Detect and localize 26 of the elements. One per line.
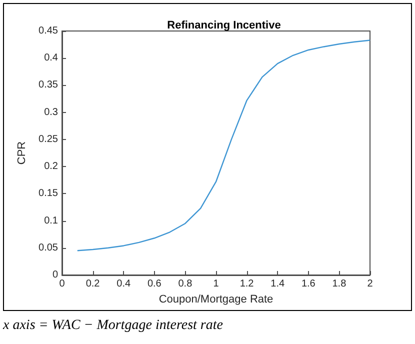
x-axis-title: Coupon/Mortgage Rate bbox=[158, 293, 274, 306]
y-tick-label: 0.05 bbox=[38, 242, 58, 254]
line-series bbox=[76, 40, 371, 252]
y-tick-label: 0.3 bbox=[44, 106, 58, 118]
x-tick-label: 0.2 bbox=[86, 278, 100, 290]
x-tick-label: 1.8 bbox=[332, 278, 347, 290]
x-tick-label: 1.2 bbox=[240, 278, 254, 290]
x-tick-label: 1.6 bbox=[301, 278, 316, 290]
y-tick-label: 0.25 bbox=[38, 134, 58, 145]
y-tick-label: 0.4 bbox=[44, 52, 58, 64]
y-tick-label: 0.45 bbox=[38, 26, 58, 36]
x-tick-label: 0.8 bbox=[178, 278, 193, 290]
x-tick-label: 2 bbox=[367, 278, 374, 290]
x-tick-label: 0.6 bbox=[147, 278, 162, 290]
text: x axis = WAC − Mortgage interest rate bbox=[3, 318, 223, 334]
y-tick-label: 0.35 bbox=[38, 80, 58, 91]
x-tick-label: 1.4 bbox=[270, 278, 285, 290]
chart-title: Refinancing Incentive bbox=[167, 20, 281, 32]
x-tick-label: 1 bbox=[213, 278, 220, 290]
y-tick-label: 0.2 bbox=[44, 161, 58, 172]
x-tick-label: 0 bbox=[59, 278, 66, 290]
y-tick-label: 0.15 bbox=[38, 188, 58, 200]
y-axis-title: CPR bbox=[16, 141, 28, 165]
x-tick-label: 0.4 bbox=[116, 278, 131, 290]
y-tick-label: 0 bbox=[52, 270, 58, 280]
y-tick-label: 0.1 bbox=[44, 215, 58, 226]
